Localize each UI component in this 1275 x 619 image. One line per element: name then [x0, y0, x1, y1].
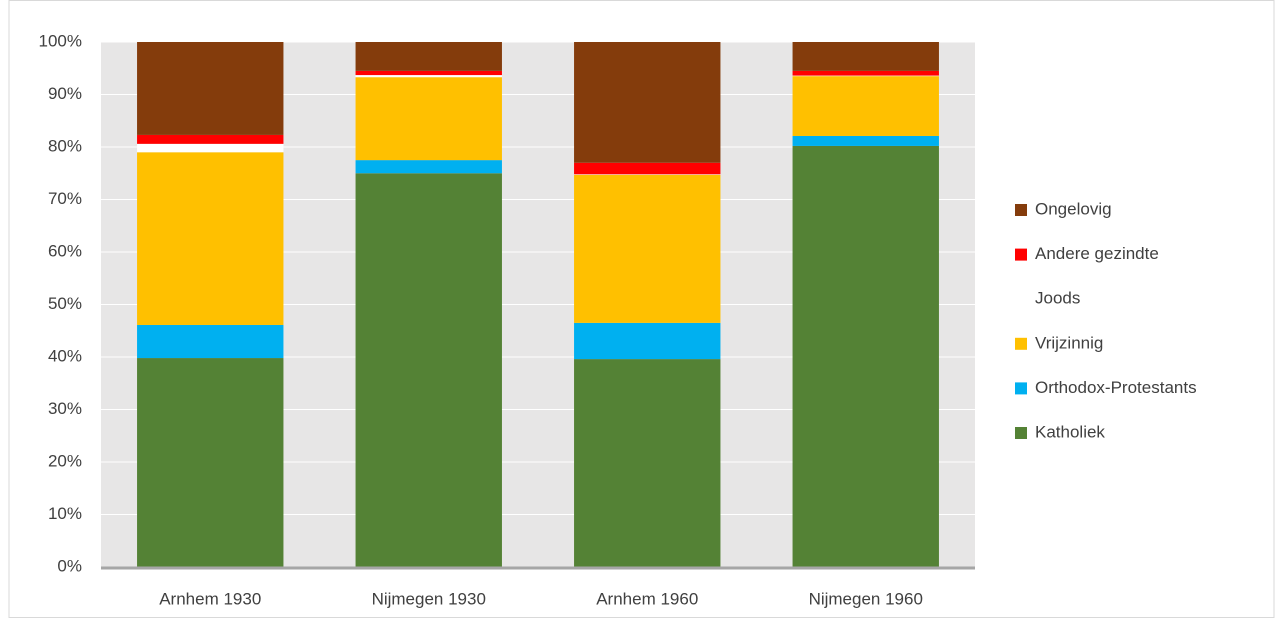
legend-label: Andere gezindte	[1035, 244, 1159, 263]
bar-segment	[355, 75, 502, 78]
bar-segment	[574, 322, 721, 360]
bar-segment	[574, 359, 721, 567]
bar-segment	[792, 76, 939, 136]
legend-swatch	[1015, 337, 1027, 350]
y-tick-label: 20%	[48, 451, 82, 470]
bar-segment	[792, 42, 939, 71]
bar-segment	[574, 162, 721, 175]
y-tick-label: 50%	[48, 294, 82, 313]
bar-segment	[137, 324, 284, 359]
x-tick-label: Nijmegen 1930	[372, 589, 486, 608]
y-tick-label: 0%	[57, 556, 82, 575]
legend-swatch	[1015, 248, 1027, 261]
x-tick-label: Nijmegen 1960	[809, 589, 923, 608]
legend-label: Katholiek	[1035, 422, 1105, 441]
y-tick-label: 90%	[48, 84, 82, 103]
y-tick-label: 80%	[48, 136, 82, 155]
legend-swatch	[1015, 427, 1027, 439]
legend-swatch	[1015, 293, 1027, 306]
bar-segment	[137, 134, 284, 144]
bar-segment	[355, 77, 502, 161]
x-tick-label: Arnhem 1930	[159, 589, 261, 608]
legend-label: Joods	[1035, 289, 1080, 308]
legend-swatch	[1015, 204, 1027, 216]
bar-segment	[137, 358, 284, 567]
bar-segment	[355, 70, 502, 76]
bar-segment	[574, 174, 721, 175]
legend-label: Ongelovig	[1035, 199, 1112, 218]
y-tick-label: 100%	[39, 31, 82, 50]
bar-segment	[355, 42, 502, 71]
bar-segment	[355, 173, 502, 567]
y-tick-label: 60%	[48, 241, 82, 260]
y-tick-label: 40%	[48, 346, 82, 365]
legend-label: Vrijzinnig	[1035, 333, 1103, 352]
bar-segment	[137, 42, 284, 135]
y-tick-label: 70%	[48, 189, 82, 208]
y-tick-label: 10%	[48, 504, 82, 523]
legend-label: Orthodox-Protestants	[1035, 378, 1197, 397]
bar-segment	[574, 174, 721, 323]
bar-segment	[792, 145, 939, 567]
bar-segment	[574, 42, 721, 163]
bar-segment	[792, 70, 939, 76]
y-tick-label: 30%	[48, 399, 82, 418]
bar-segment	[137, 143, 284, 153]
bar-segment	[792, 75, 939, 77]
bar-segment	[137, 152, 284, 325]
x-tick-label: Arnhem 1960	[596, 589, 698, 608]
bar-segment	[792, 135, 939, 146]
legend-swatch	[1015, 382, 1027, 395]
bar-segment	[355, 160, 502, 174]
